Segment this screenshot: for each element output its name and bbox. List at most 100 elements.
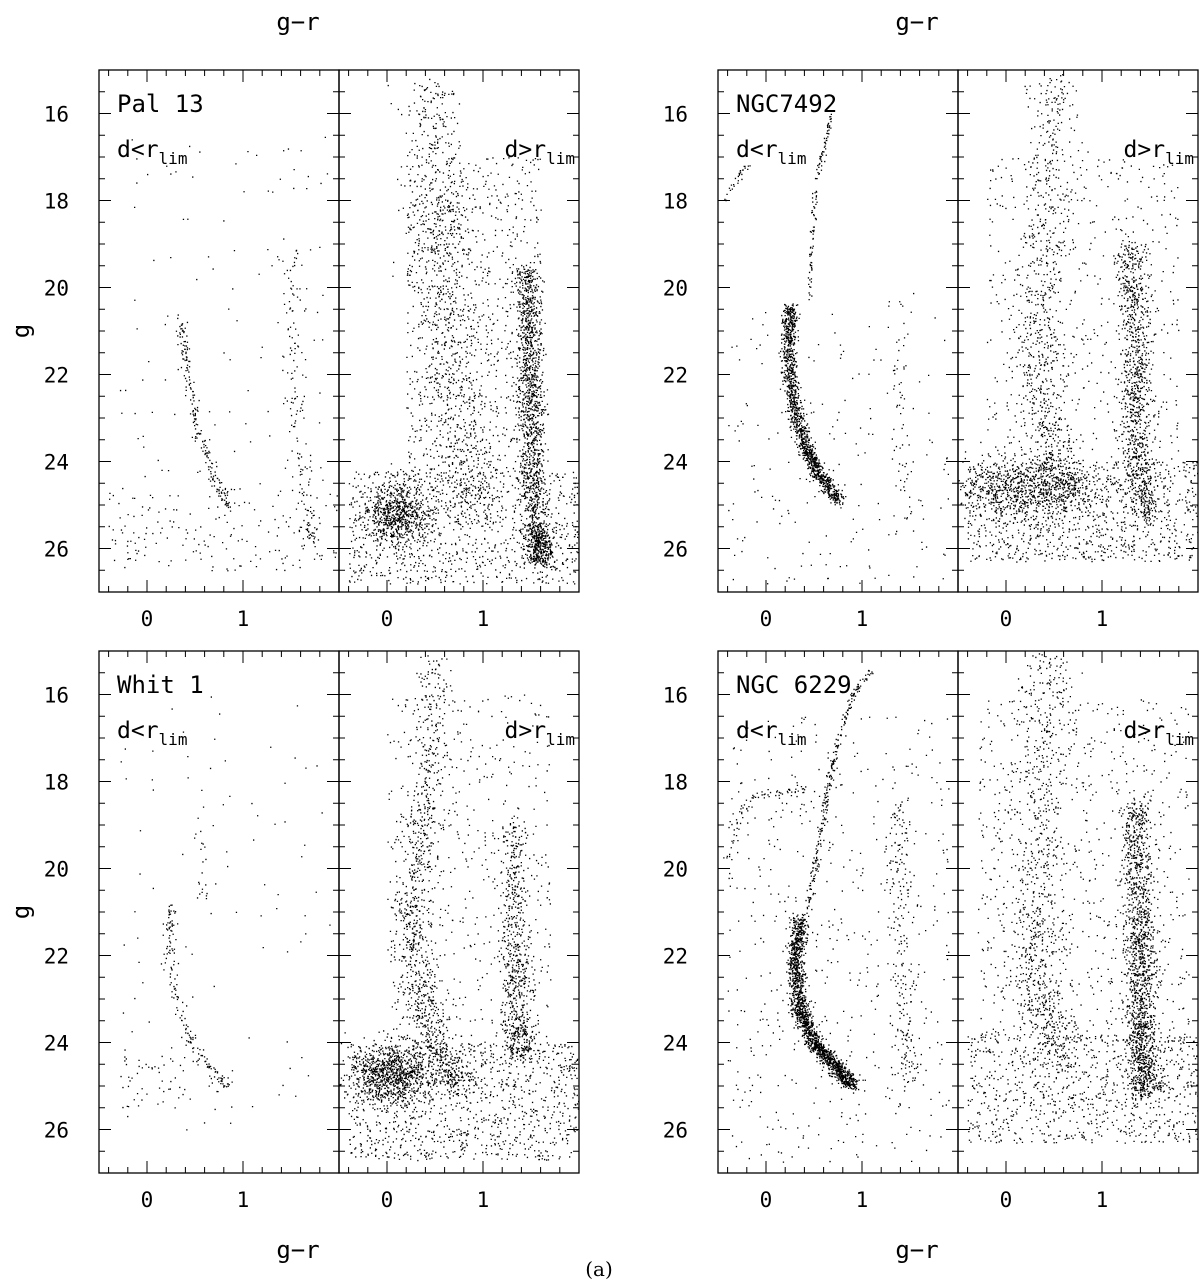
scatter-points [108, 136, 338, 572]
y-tick-label: 24 [663, 1032, 688, 1056]
star-point-group [998, 653, 1110, 1083]
star-point-group [506, 262, 564, 573]
panel-ngc6229: 0 1 d<rlim 0 1 d>rlim 16 18 20 22 24 26 NGC 6229 g−r [663, 650, 1199, 1264]
star-point-group [986, 157, 1180, 463]
y-tick-label: 26 [44, 538, 69, 562]
scatter-points [723, 669, 950, 1163]
star-point-group [120, 1055, 234, 1109]
star-point-group [339, 1026, 484, 1117]
y-tick-label: 24 [44, 1032, 69, 1056]
y-tick-label: 18 [663, 771, 688, 795]
y-tick-label: 16 [663, 103, 688, 127]
star-point-group [724, 165, 751, 202]
scatter-points [967, 653, 1198, 1144]
axis-ticks [718, 650, 959, 1174]
y-tick-label: 22 [663, 364, 688, 388]
star-point-group [977, 695, 1190, 1044]
star-point-group [776, 912, 864, 1094]
star-point-group [119, 136, 329, 485]
panel-ngc7492: 0 1 d<rlim 0 1 d>rlim 16 18 20 22 24 26 NGC7492 g−r [663, 8, 1199, 631]
y-tick-label: 18 [663, 190, 688, 214]
y-tick-label: 26 [44, 1119, 69, 1143]
x-tick-label: 1 [477, 607, 490, 631]
star-point-group [727, 716, 950, 1163]
star-point-group [348, 470, 579, 585]
y-tick-label: 16 [663, 684, 688, 708]
star-point-group [728, 312, 949, 585]
x-tick-label: 0 [760, 1188, 773, 1212]
x-tick-label: 1 [856, 607, 869, 631]
x-axis-label: g−r [895, 8, 938, 36]
axis-ticks [99, 650, 340, 1174]
x-tick-label: 1 [237, 1188, 250, 1212]
x-tick-label: 1 [856, 1188, 869, 1212]
star-point-group [1005, 74, 1103, 525]
x-tick-label: 0 [381, 607, 394, 631]
cluster-name: NGC7492 [736, 90, 837, 118]
star-point-group [723, 784, 807, 861]
y-tick-label: 16 [44, 684, 69, 708]
star-point-group [779, 303, 847, 506]
star-point-group [108, 487, 338, 572]
y-tick-label: 20 [663, 277, 688, 301]
region-label: d<rlim [736, 137, 806, 168]
x-tick-label: 1 [1096, 1188, 1109, 1212]
axis-ticks [99, 69, 340, 593]
y-tick-label: 18 [44, 190, 69, 214]
scatter-points [724, 113, 949, 585]
region-label: d>rlim [505, 137, 575, 168]
star-point-group [958, 440, 1128, 544]
x-tick-label: 0 [381, 1188, 394, 1212]
axis-ticks [958, 69, 1199, 593]
scatter-points [348, 78, 579, 585]
star-point-group [352, 463, 441, 562]
y-axis-label: g [7, 324, 35, 338]
region-label: d>rlim [1124, 718, 1194, 749]
y-tick-label: 22 [663, 945, 688, 969]
x-axis-label: g−r [895, 1236, 938, 1264]
x-tick-label: 1 [1096, 607, 1109, 631]
y-tick-label: 24 [663, 451, 688, 475]
star-point-group [348, 1043, 579, 1162]
region-label: d>rlim [505, 718, 575, 749]
star-point-group [175, 317, 230, 509]
y-axis-label: g [7, 905, 35, 919]
y-tick-label: 22 [44, 364, 69, 388]
star-point-group [387, 78, 502, 525]
star-point-group [492, 821, 543, 1064]
star-point-group [967, 1034, 1198, 1144]
scatter-points [120, 696, 331, 1131]
y-tick-label: 26 [663, 538, 688, 562]
y-tick-label: 22 [44, 945, 69, 969]
y-tick-label: 18 [44, 771, 69, 795]
star-point-group [1113, 236, 1165, 528]
x-axis-label: g−r [276, 1236, 319, 1264]
panel-whit1: 0 1 d<rlim 0 1 d>rlim 16 18 20 22 24 26 Whit 1 g g−r [7, 650, 580, 1264]
y-tick-label: 26 [663, 1119, 688, 1143]
x-tick-label: 1 [477, 1188, 490, 1212]
star-point-group [195, 806, 208, 900]
cluster-name: NGC 6229 [736, 671, 852, 699]
y-tick-label: 16 [44, 103, 69, 127]
scatter-points [339, 655, 579, 1162]
star-point-group [387, 655, 477, 1102]
x-tick-label: 0 [1000, 1188, 1013, 1212]
axis-ticks [339, 69, 580, 593]
star-point-group [120, 696, 331, 1131]
axis-ticks [339, 650, 580, 1174]
panel-pal13: 0 1 d<rlim 0 1 d>rlim 16 18 20 22 24 26 Pal 13 g g−r [7, 8, 580, 631]
x-axis-label: g−r [276, 8, 319, 36]
y-tick-label: 20 [663, 858, 688, 882]
star-point-group [888, 292, 915, 520]
figure-caption: (a) [585, 1257, 613, 1281]
axis-ticks [958, 650, 1199, 1174]
y-tick-label: 20 [44, 277, 69, 301]
region-label: d>rlim [1124, 137, 1194, 168]
x-tick-label: 0 [141, 1188, 154, 1212]
x-tick-label: 0 [760, 607, 773, 631]
axis-ticks [718, 69, 959, 593]
star-point-group [807, 113, 832, 301]
region-label: d<rlim [117, 137, 187, 168]
star-point-group [282, 250, 321, 540]
